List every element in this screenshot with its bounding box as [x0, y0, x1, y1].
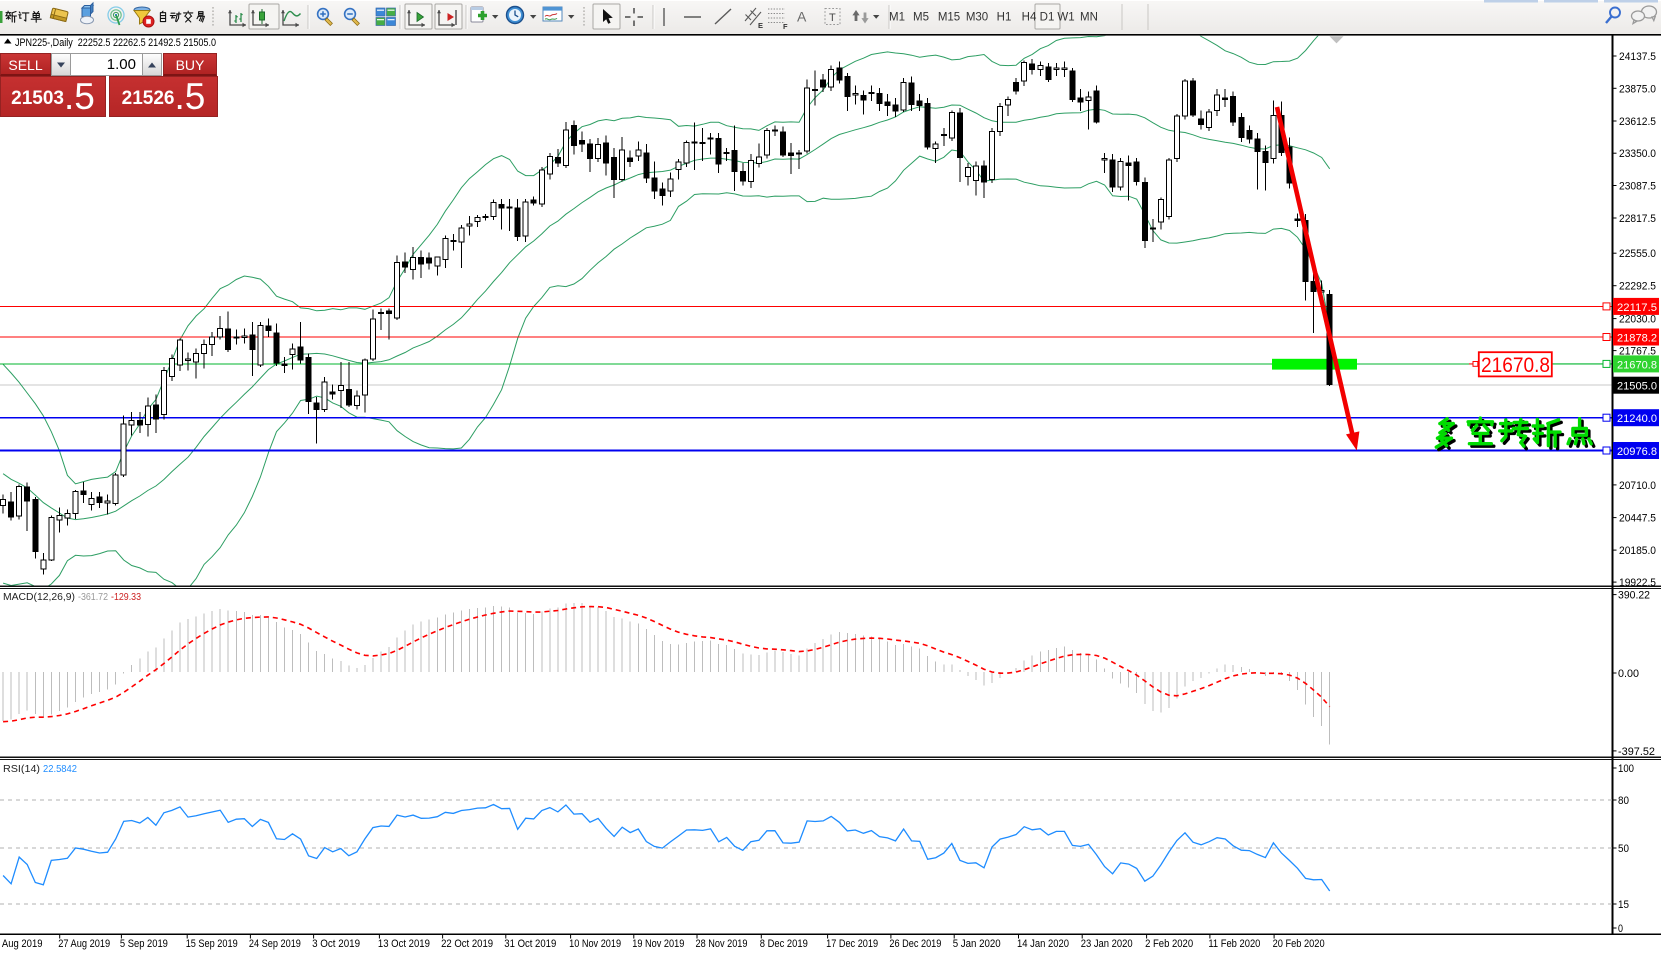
svg-text:E: E: [758, 21, 763, 30]
svg-text:-361.72: -361.72: [78, 591, 108, 603]
svg-text:23087.5: 23087.5: [1619, 181, 1656, 193]
svg-text:MN: MN: [1080, 12, 1098, 24]
svg-text:MACD(12,26,9): MACD(12,26,9): [3, 591, 75, 603]
svg-text:T: T: [829, 12, 836, 24]
svg-text:10 Nov 2019: 10 Nov 2019: [569, 938, 621, 950]
svg-text:5 Sep 2019: 5 Sep 2019: [120, 938, 168, 950]
svg-text:M30: M30: [966, 12, 988, 24]
svg-text:20 Feb 2020: 20 Feb 2020: [1273, 938, 1325, 950]
svg-text:50: 50: [1618, 843, 1629, 855]
svg-text:21240.0: 21240.0: [1617, 413, 1657, 425]
svg-text:26 Dec 2019: 26 Dec 2019: [889, 938, 941, 950]
svg-text:5 Jan 2020: 5 Jan 2020: [953, 938, 1001, 950]
svg-text:17 Dec 2019: 17 Dec 2019: [826, 938, 878, 950]
svg-text:M15: M15: [938, 12, 960, 24]
svg-text:22117.5: 22117.5: [1617, 302, 1657, 314]
svg-text:20976.8: 20976.8: [1617, 446, 1657, 458]
svg-text:M1: M1: [889, 12, 905, 24]
svg-text:RSI(14): RSI(14): [3, 763, 40, 775]
svg-text:22555.0: 22555.0: [1619, 248, 1656, 260]
svg-text:24137.5: 24137.5: [1619, 51, 1656, 63]
svg-text:8 Aug 2019: 8 Aug 2019: [0, 938, 43, 950]
svg-text:15: 15: [1618, 899, 1629, 911]
svg-text:-129.33: -129.33: [111, 591, 141, 603]
svg-text:22817.5: 22817.5: [1619, 213, 1656, 225]
svg-text:27 Aug 2019: 27 Aug 2019: [58, 938, 110, 950]
svg-text:80: 80: [1618, 795, 1629, 807]
svg-text:100: 100: [1618, 763, 1634, 775]
svg-text:21767.5: 21767.5: [1619, 346, 1656, 358]
svg-text:22030.0: 22030.0: [1619, 314, 1656, 326]
svg-text:23612.5: 23612.5: [1619, 116, 1656, 128]
svg-text:20710.0: 20710.0: [1619, 480, 1656, 492]
svg-text:0.00: 0.00: [1618, 668, 1639, 680]
svg-text:23875.0: 23875.0: [1619, 83, 1656, 95]
svg-text:23350.0: 23350.0: [1619, 148, 1656, 160]
svg-text:21878.2: 21878.2: [1617, 333, 1657, 345]
svg-text:JPN225-,Daily 22252.5 22262.5: JPN225-,Daily 22252.5 22262.5 21492.5 21…: [15, 37, 216, 49]
svg-text:15 Sep 2019: 15 Sep 2019: [186, 938, 238, 950]
svg-text:H1: H1: [997, 12, 1012, 24]
svg-text:21670.8: 21670.8: [1481, 353, 1550, 377]
svg-text:13 Oct 2019: 13 Oct 2019: [378, 938, 430, 950]
svg-text:0: 0: [1618, 923, 1623, 935]
svg-text:M5: M5: [913, 12, 929, 24]
svg-text:19 Nov 2019: 19 Nov 2019: [632, 938, 684, 950]
svg-text:22 Oct 2019: 22 Oct 2019: [441, 938, 493, 950]
svg-text:21505.0: 21505.0: [1617, 381, 1657, 393]
svg-text:H4: H4: [1022, 12, 1037, 24]
svg-text:2 Feb 2020: 2 Feb 2020: [1145, 938, 1193, 950]
svg-text:14 Jan 2020: 14 Jan 2020: [1017, 938, 1069, 950]
svg-text:11 Feb 2020: 11 Feb 2020: [1208, 938, 1260, 950]
svg-text:3 Oct 2019: 3 Oct 2019: [312, 938, 360, 950]
svg-text:28 Nov 2019: 28 Nov 2019: [696, 938, 748, 950]
svg-text:23 Jan 2020: 23 Jan 2020: [1081, 938, 1133, 950]
svg-text:8 Dec 2019: 8 Dec 2019: [760, 938, 808, 950]
svg-text:20447.5: 20447.5: [1619, 513, 1656, 525]
svg-text:A: A: [797, 9, 807, 25]
svg-text:F: F: [783, 22, 788, 31]
svg-text:20185.0: 20185.0: [1619, 545, 1656, 557]
svg-text:24 Sep 2019: 24 Sep 2019: [249, 938, 301, 950]
svg-text:31 Oct 2019: 31 Oct 2019: [504, 938, 556, 950]
svg-text:D1: D1: [1040, 12, 1055, 24]
svg-text:19922.5: 19922.5: [1619, 577, 1656, 589]
svg-text:22292.5: 22292.5: [1619, 281, 1656, 293]
svg-text:W1: W1: [1057, 12, 1074, 24]
svg-text:21670.8: 21670.8: [1617, 359, 1657, 371]
svg-text:390.22: 390.22: [1618, 590, 1650, 602]
svg-text:22.5842: 22.5842: [43, 763, 77, 775]
svg-text:-397.52: -397.52: [1618, 746, 1655, 758]
